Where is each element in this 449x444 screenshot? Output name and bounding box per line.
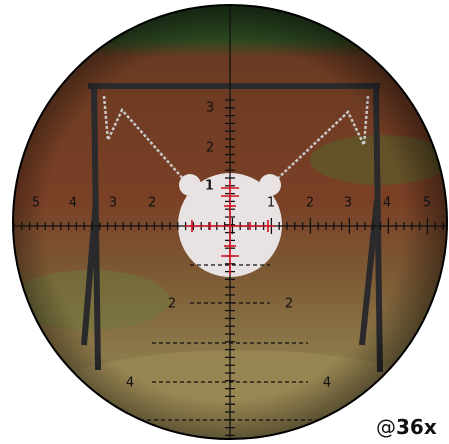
reticle-number: 4 [126,376,134,391]
magnification: @36x [376,415,437,439]
reticle-number: 4 [383,196,391,211]
reticle-number: 1 [267,196,275,211]
reticle-number: 2 [168,297,176,312]
reticle-number: 3 [206,101,214,116]
reticle-number: 4 [323,376,331,391]
reticle-number: 1 [206,179,214,194]
red-center [185,180,275,275]
magnification-prefix: @ [376,415,396,439]
reticle-number: 2 [206,141,214,156]
reticle-number: 2 [148,196,156,211]
reticle-number: 5 [32,196,40,211]
reticle-number: 2 [306,196,314,211]
reticle-number: 5 [423,196,431,211]
reticle-number: 2 [285,297,293,312]
reticle-number: 4 [69,196,77,211]
reticle-number: 3 [109,196,117,211]
magnification-value: 36x [396,415,437,439]
reticle-number: 1 [205,179,213,194]
lens-edge [12,4,448,440]
reticle-number: 3 [344,196,352,211]
